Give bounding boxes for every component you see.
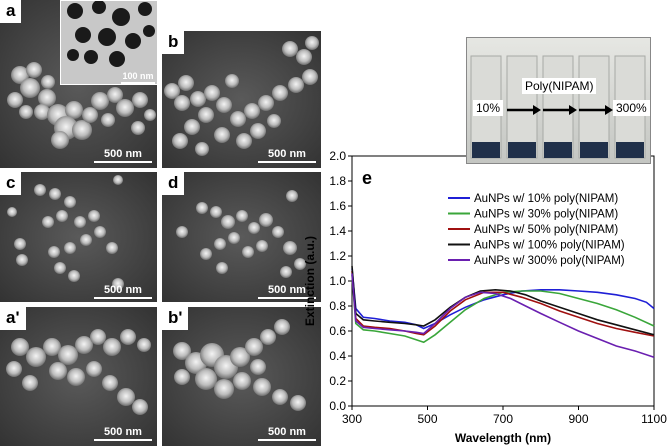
legend-label-3: AuNPs w/ 50% poly(NIPAM) (474, 224, 618, 236)
scale-bar-a-text: 500 nm (104, 148, 142, 160)
scale-bar-a-inset-line (121, 82, 155, 84)
x-tick-label: 900 (568, 412, 588, 426)
y-tick-label: 0.0 (329, 399, 346, 413)
y-tick-label: 1.0 (329, 274, 346, 288)
y-axis-label: Extinction (a.u.) (303, 236, 317, 326)
scale-bar-d: 500 nm (258, 284, 316, 299)
tem-image-a (61, 1, 157, 84)
panel-label-e: e (362, 168, 372, 188)
scale-bar-a-inset: 100 nm (121, 71, 155, 84)
sem-panel-d: d 500 nm (162, 172, 321, 302)
scale-bar-d-line (258, 297, 316, 299)
scale-bar-a: 500 nm (94, 148, 152, 163)
x-tick-label: 1100 (641, 412, 667, 426)
scale-bar-b: 500 nm (258, 148, 316, 163)
x-tick-label: 300 (342, 412, 362, 426)
y-tick-label: 0.6 (329, 324, 346, 338)
scale-bar-b-text: 500 nm (268, 148, 306, 160)
sem-panel-c: c 500 nm (0, 172, 157, 302)
sem-image-b (162, 31, 321, 168)
y-tick-label: 1.6 (329, 199, 346, 213)
panel-label-b: b (162, 31, 185, 54)
tem-inset-a: 100 nm (60, 0, 158, 85)
legend-label-2: AuNPs w/ 30% poly(NIPAM) (474, 209, 618, 221)
scale-bar-d-text: 500 nm (268, 284, 306, 296)
panel-label-a-prime: a' (0, 307, 26, 330)
scale-bar-c: 500 nm (94, 284, 152, 299)
y-tick-label: 1.2 (329, 249, 346, 263)
scale-bar-a-prime-text: 500 nm (104, 426, 142, 438)
x-axis-label: Wavelength (nm) (455, 431, 551, 445)
scale-bar-b-prime-line (258, 439, 316, 441)
series-line-5 (351, 273, 655, 359)
sem-panel-b: b 500 nm (162, 31, 321, 168)
legend-label-1: AuNPs w/ 10% poly(NIPAM) (474, 193, 618, 205)
panel-label-d: d (162, 172, 185, 195)
legend-label-5: AuNPs w/ 300% poly(NIPAM) (474, 255, 625, 267)
sem-panel-b-prime: b' 500 nm (162, 307, 321, 446)
y-tick-label: 1.8 (329, 174, 346, 188)
legend-label-4: AuNPs w/ 100% poly(NIPAM) (474, 240, 625, 252)
cuvette-photo-inset: Poly(NIPAM) 10% 300% (466, 37, 651, 164)
series-line-3 (351, 270, 655, 337)
y-tick-label: 0.8 (329, 299, 346, 313)
scale-bar-c-text: 500 nm (104, 284, 142, 296)
sem-image-a-prime (0, 307, 157, 446)
photo-right-label: 300% (613, 100, 650, 116)
sem-panel-a-prime: a' 500 nm (0, 307, 157, 446)
scale-bar-a-line (94, 161, 152, 163)
panel-label-b-prime: b' (162, 307, 189, 330)
sem-image-d (162, 172, 321, 302)
x-tick-label: 700 (493, 412, 513, 426)
y-tick-label: 0.4 (329, 349, 346, 363)
x-tick-label: 500 (417, 412, 437, 426)
scale-bar-a-prime: 500 nm (94, 426, 152, 441)
scale-bar-b-line (258, 161, 316, 163)
photo-left-label: 10% (473, 100, 504, 116)
scale-bar-a-inset-text: 100 nm (122, 71, 154, 81)
sem-image-b-prime (162, 307, 321, 446)
series-line-1 (351, 268, 655, 330)
series-line-4 (351, 265, 655, 336)
photo-title: Poly(NIPAM) (522, 78, 597, 94)
panel-label-c: c (0, 172, 22, 195)
scale-bar-b-prime-text: 500 nm (268, 426, 306, 438)
extinction-chart: 0.0 0.2 0.4 0.6 0.8 1.0 1.2 1.4 1.6 1.8 2.0 300 500 7… (303, 149, 667, 445)
sem-image-c (0, 172, 157, 302)
scale-bar-b-prime: 500 nm (258, 426, 316, 441)
y-tick-label: 2.0 (329, 149, 346, 163)
y-tick-label: 1.4 (329, 224, 346, 238)
series-line-2 (351, 274, 655, 344)
panel-label-a: a (0, 0, 22, 23)
scale-bar-c-line (94, 297, 152, 299)
scale-bar-a-prime-line (94, 439, 152, 441)
y-tick-label: 0.2 (329, 374, 346, 388)
